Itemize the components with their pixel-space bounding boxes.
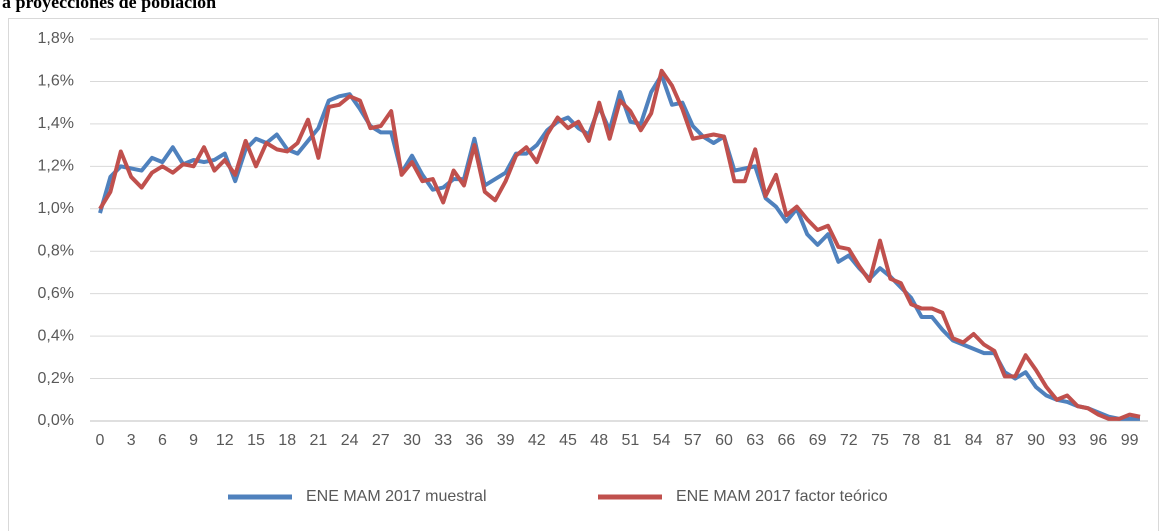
title-band bbox=[0, 0, 1167, 18]
x-tick-label: 33 bbox=[434, 432, 452, 449]
x-tick-label: 63 bbox=[746, 432, 764, 449]
x-tick-label: 36 bbox=[466, 432, 484, 449]
y-tick-label: 1,6% bbox=[38, 73, 74, 90]
x-tick-label: 81 bbox=[934, 432, 952, 449]
x-tick-label: 69 bbox=[809, 432, 827, 449]
x-tick-label: 6 bbox=[158, 432, 167, 449]
x-tick-label: 24 bbox=[341, 432, 359, 449]
y-tick-label: 1,0% bbox=[38, 200, 74, 217]
x-tick-label: 18 bbox=[278, 432, 296, 449]
x-tick-label: 30 bbox=[403, 432, 421, 449]
x-tick-label: 96 bbox=[1090, 432, 1108, 449]
legend-label: ENE MAM 2017 factor teórico bbox=[676, 488, 888, 505]
x-tick-label: 72 bbox=[840, 432, 858, 449]
x-tick-label: 93 bbox=[1058, 432, 1076, 449]
x-tick-label: 42 bbox=[528, 432, 546, 449]
x-tick-label: 48 bbox=[590, 432, 608, 449]
x-tick-label: 78 bbox=[902, 432, 920, 449]
x-tick-label: 54 bbox=[653, 432, 671, 449]
y-tick-label: 0,4% bbox=[38, 327, 74, 344]
y-tick-label: 0,2% bbox=[38, 370, 74, 387]
x-tick-label: 39 bbox=[497, 432, 515, 449]
x-tick-label: 57 bbox=[684, 432, 702, 449]
x-tick-label: 0 bbox=[96, 432, 105, 449]
x-tick-label: 90 bbox=[1027, 432, 1045, 449]
x-tick-label: 9 bbox=[189, 432, 198, 449]
x-tick-label: 12 bbox=[216, 432, 234, 449]
x-tick-label: 84 bbox=[965, 432, 983, 449]
x-tick-label: 66 bbox=[778, 432, 796, 449]
y-tick-label: 1,8% bbox=[38, 30, 74, 47]
x-tick-label: 75 bbox=[871, 432, 889, 449]
x-tick-label: 87 bbox=[996, 432, 1014, 449]
x-tick-label: 60 bbox=[715, 432, 733, 449]
x-tick-label: 27 bbox=[372, 432, 390, 449]
y-tick-label: 1,4% bbox=[38, 115, 74, 132]
x-tick-label: 45 bbox=[559, 432, 577, 449]
chart-frame bbox=[8, 18, 1159, 531]
x-tick-label: 21 bbox=[310, 432, 328, 449]
series-line bbox=[98, 68, 1141, 421]
y-tick-label: 1,2% bbox=[38, 158, 74, 175]
y-tick-label: 0,0% bbox=[38, 412, 74, 429]
chart-title: a proyecciones de población bbox=[2, 0, 216, 12]
y-tick-label: 0,8% bbox=[38, 242, 74, 259]
y-tick-label: 0,6% bbox=[38, 285, 74, 302]
x-tick-label: 15 bbox=[247, 432, 265, 449]
x-tick-label: 99 bbox=[1121, 432, 1139, 449]
x-tick-label: 3 bbox=[127, 432, 136, 449]
x-tick-label: 51 bbox=[622, 432, 640, 449]
series-line bbox=[98, 73, 1140, 421]
legend-label: ENE MAM 2017 muestral bbox=[306, 488, 487, 505]
